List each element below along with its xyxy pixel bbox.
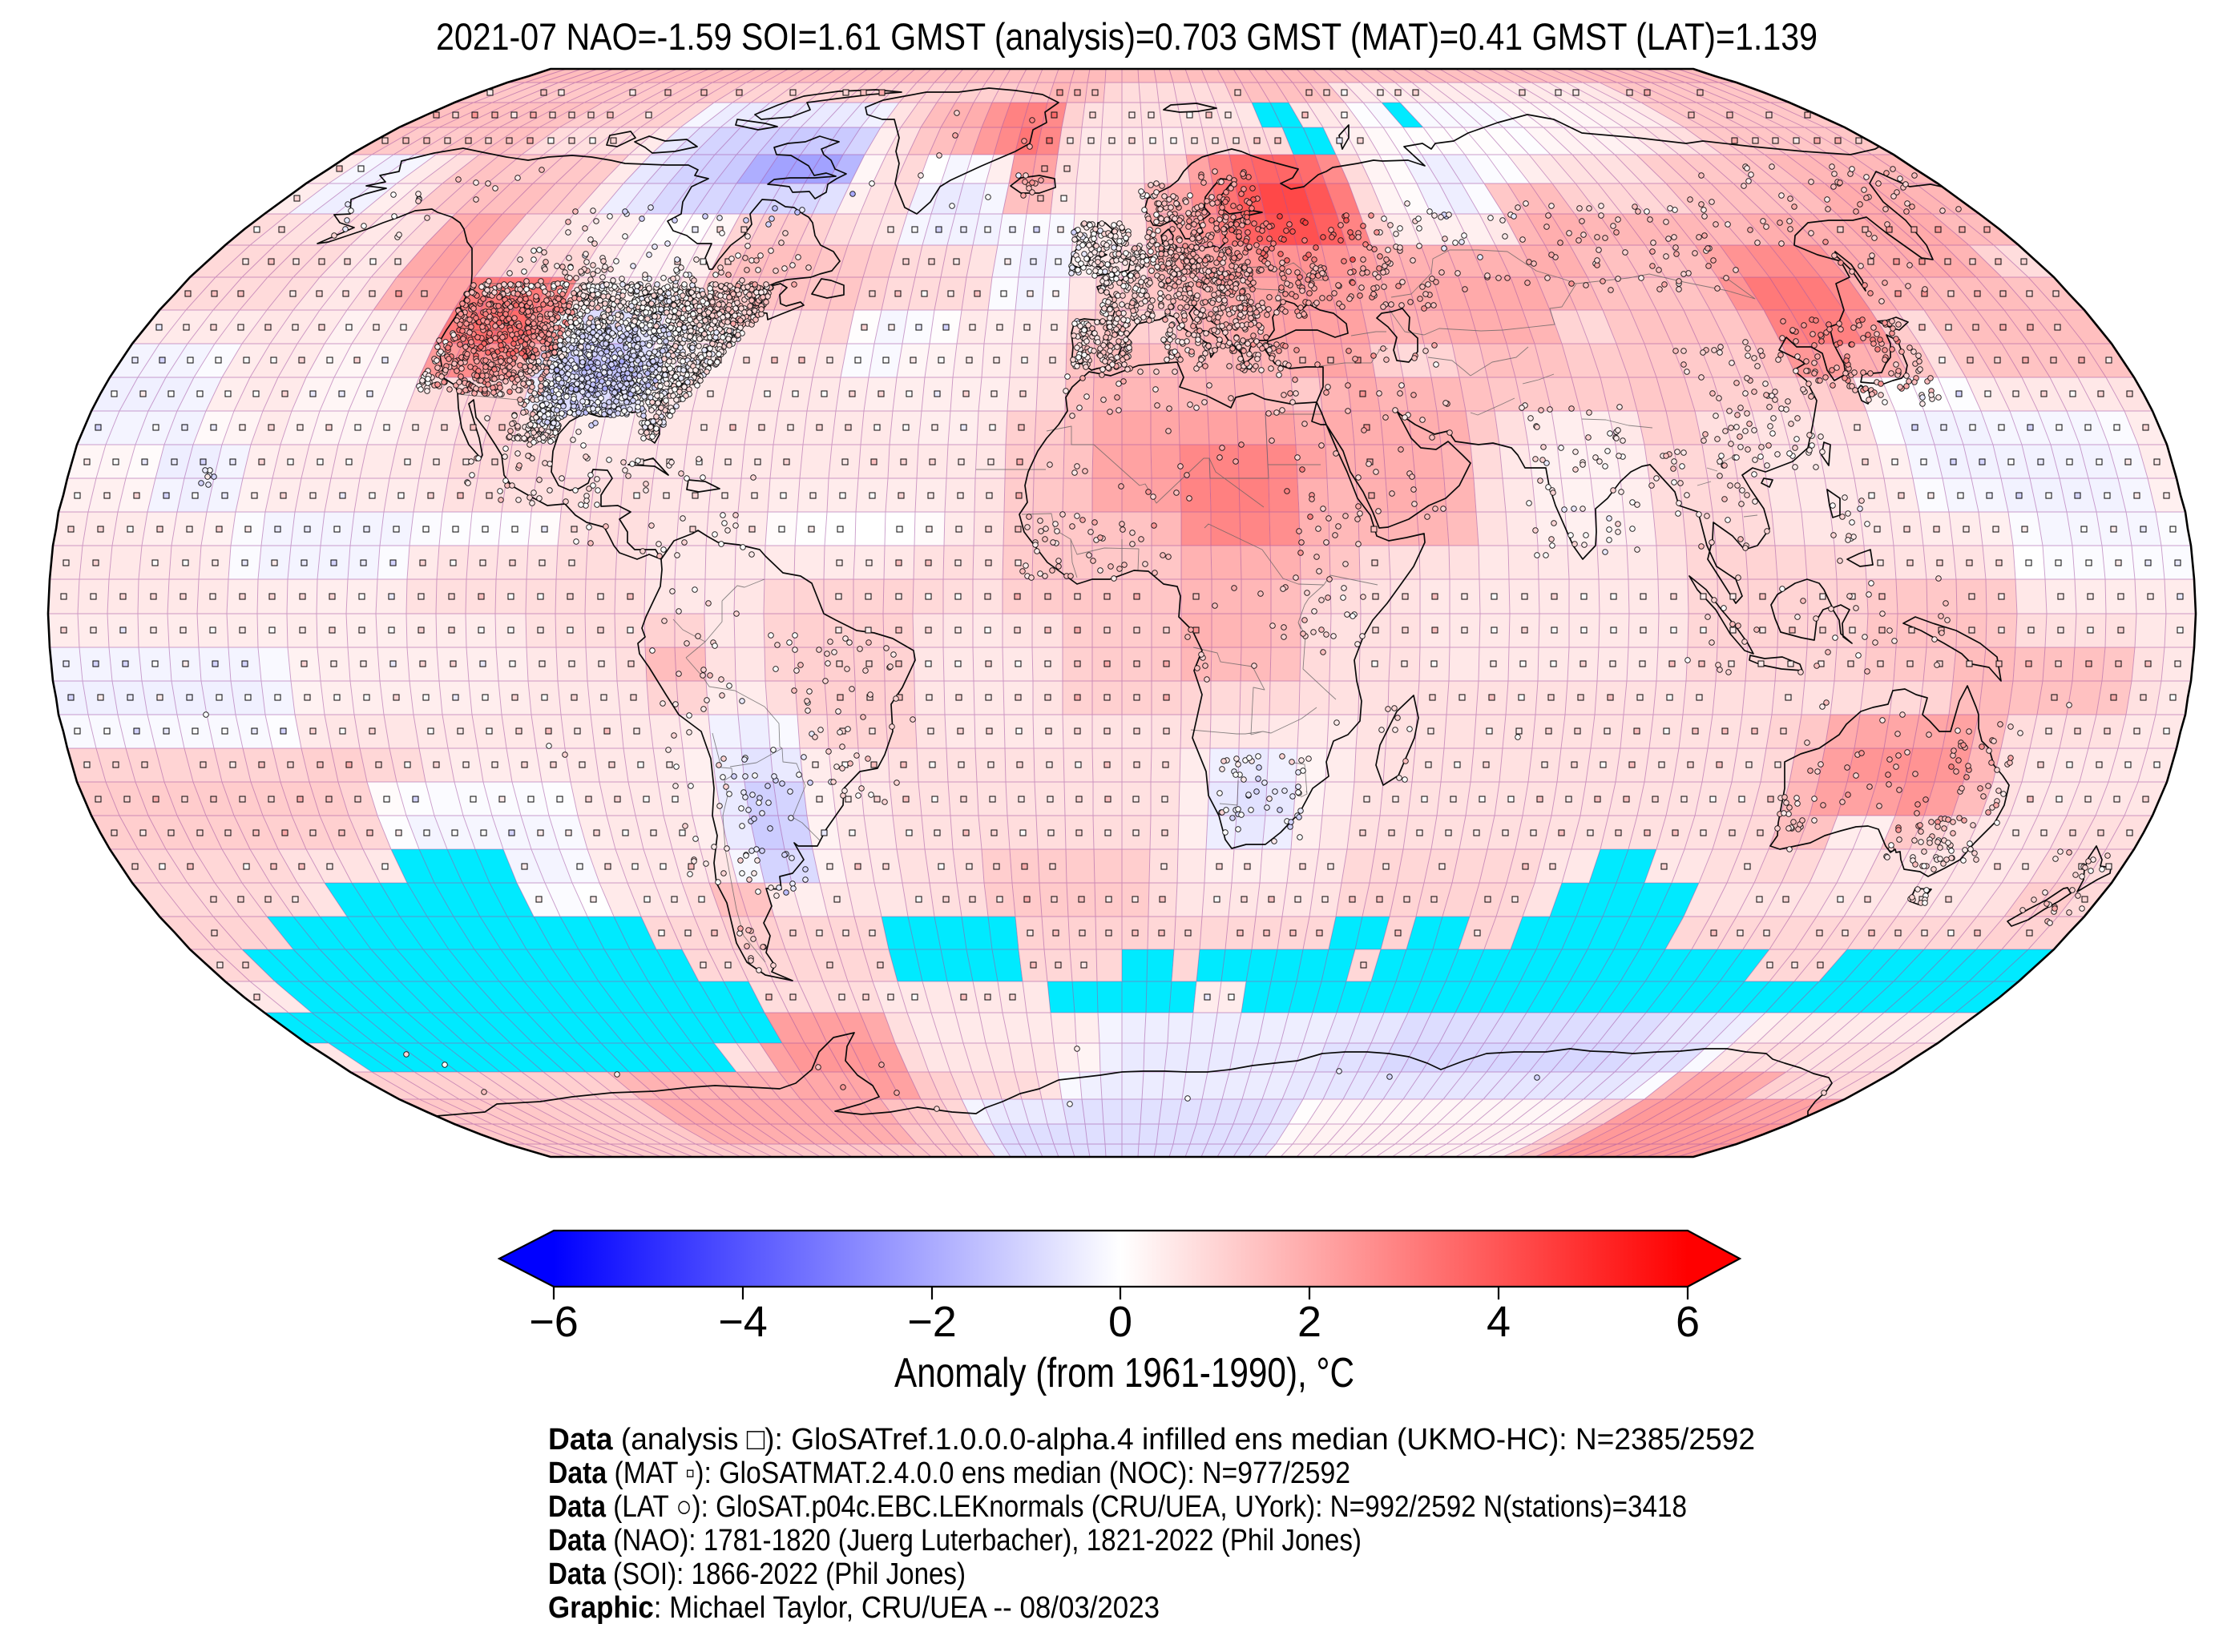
svg-text:2021-07 NAO=-1.59 SOI=1.61 GMS: 2021-07 NAO=-1.59 SOI=1.61 GMST (analysi… <box>436 15 1818 58</box>
svg-text:Data (MAT ▫): GloSATMAT.2.4.0.: Data (MAT ▫): GloSATMAT.2.4.0.0 ens medi… <box>548 1457 1350 1490</box>
svg-text:−4: −4 <box>718 1298 768 1346</box>
svg-text:Data (LAT ○): GloSAT.p04c.EBC.: Data (LAT ○): GloSAT.p04c.EBC.LEKnormals… <box>548 1490 1687 1524</box>
svg-text:Data (NAO): 1781-1820 (Juerg L: Data (NAO): 1781-1820 (Juerg Luterbacher… <box>548 1524 1362 1557</box>
svg-text:4: 4 <box>1487 1298 1511 1346</box>
svg-text:Graphic: Michael Taylor, CRU/U: Graphic: Michael Taylor, CRU/UEA -- 08/0… <box>548 1591 1160 1625</box>
svg-text:−6: −6 <box>529 1298 579 1346</box>
svg-text:Data (SOI): 1866-2022 (Phil Jo: Data (SOI): 1866-2022 (Phil Jones) <box>548 1557 966 1591</box>
svg-text:6: 6 <box>1676 1298 1700 1346</box>
svg-text:2: 2 <box>1297 1298 1321 1346</box>
svg-text:0: 0 <box>1108 1298 1132 1346</box>
svg-text:Data (analysis □): GloSATref.1: Data (analysis □): GloSATref.1.0.0.0-alp… <box>548 1423 1755 1457</box>
svg-text:−2: −2 <box>907 1298 957 1346</box>
svg-text:Anomaly (from 1961-1990), °C: Anomaly (from 1961-1990), °C <box>894 1350 1354 1396</box>
